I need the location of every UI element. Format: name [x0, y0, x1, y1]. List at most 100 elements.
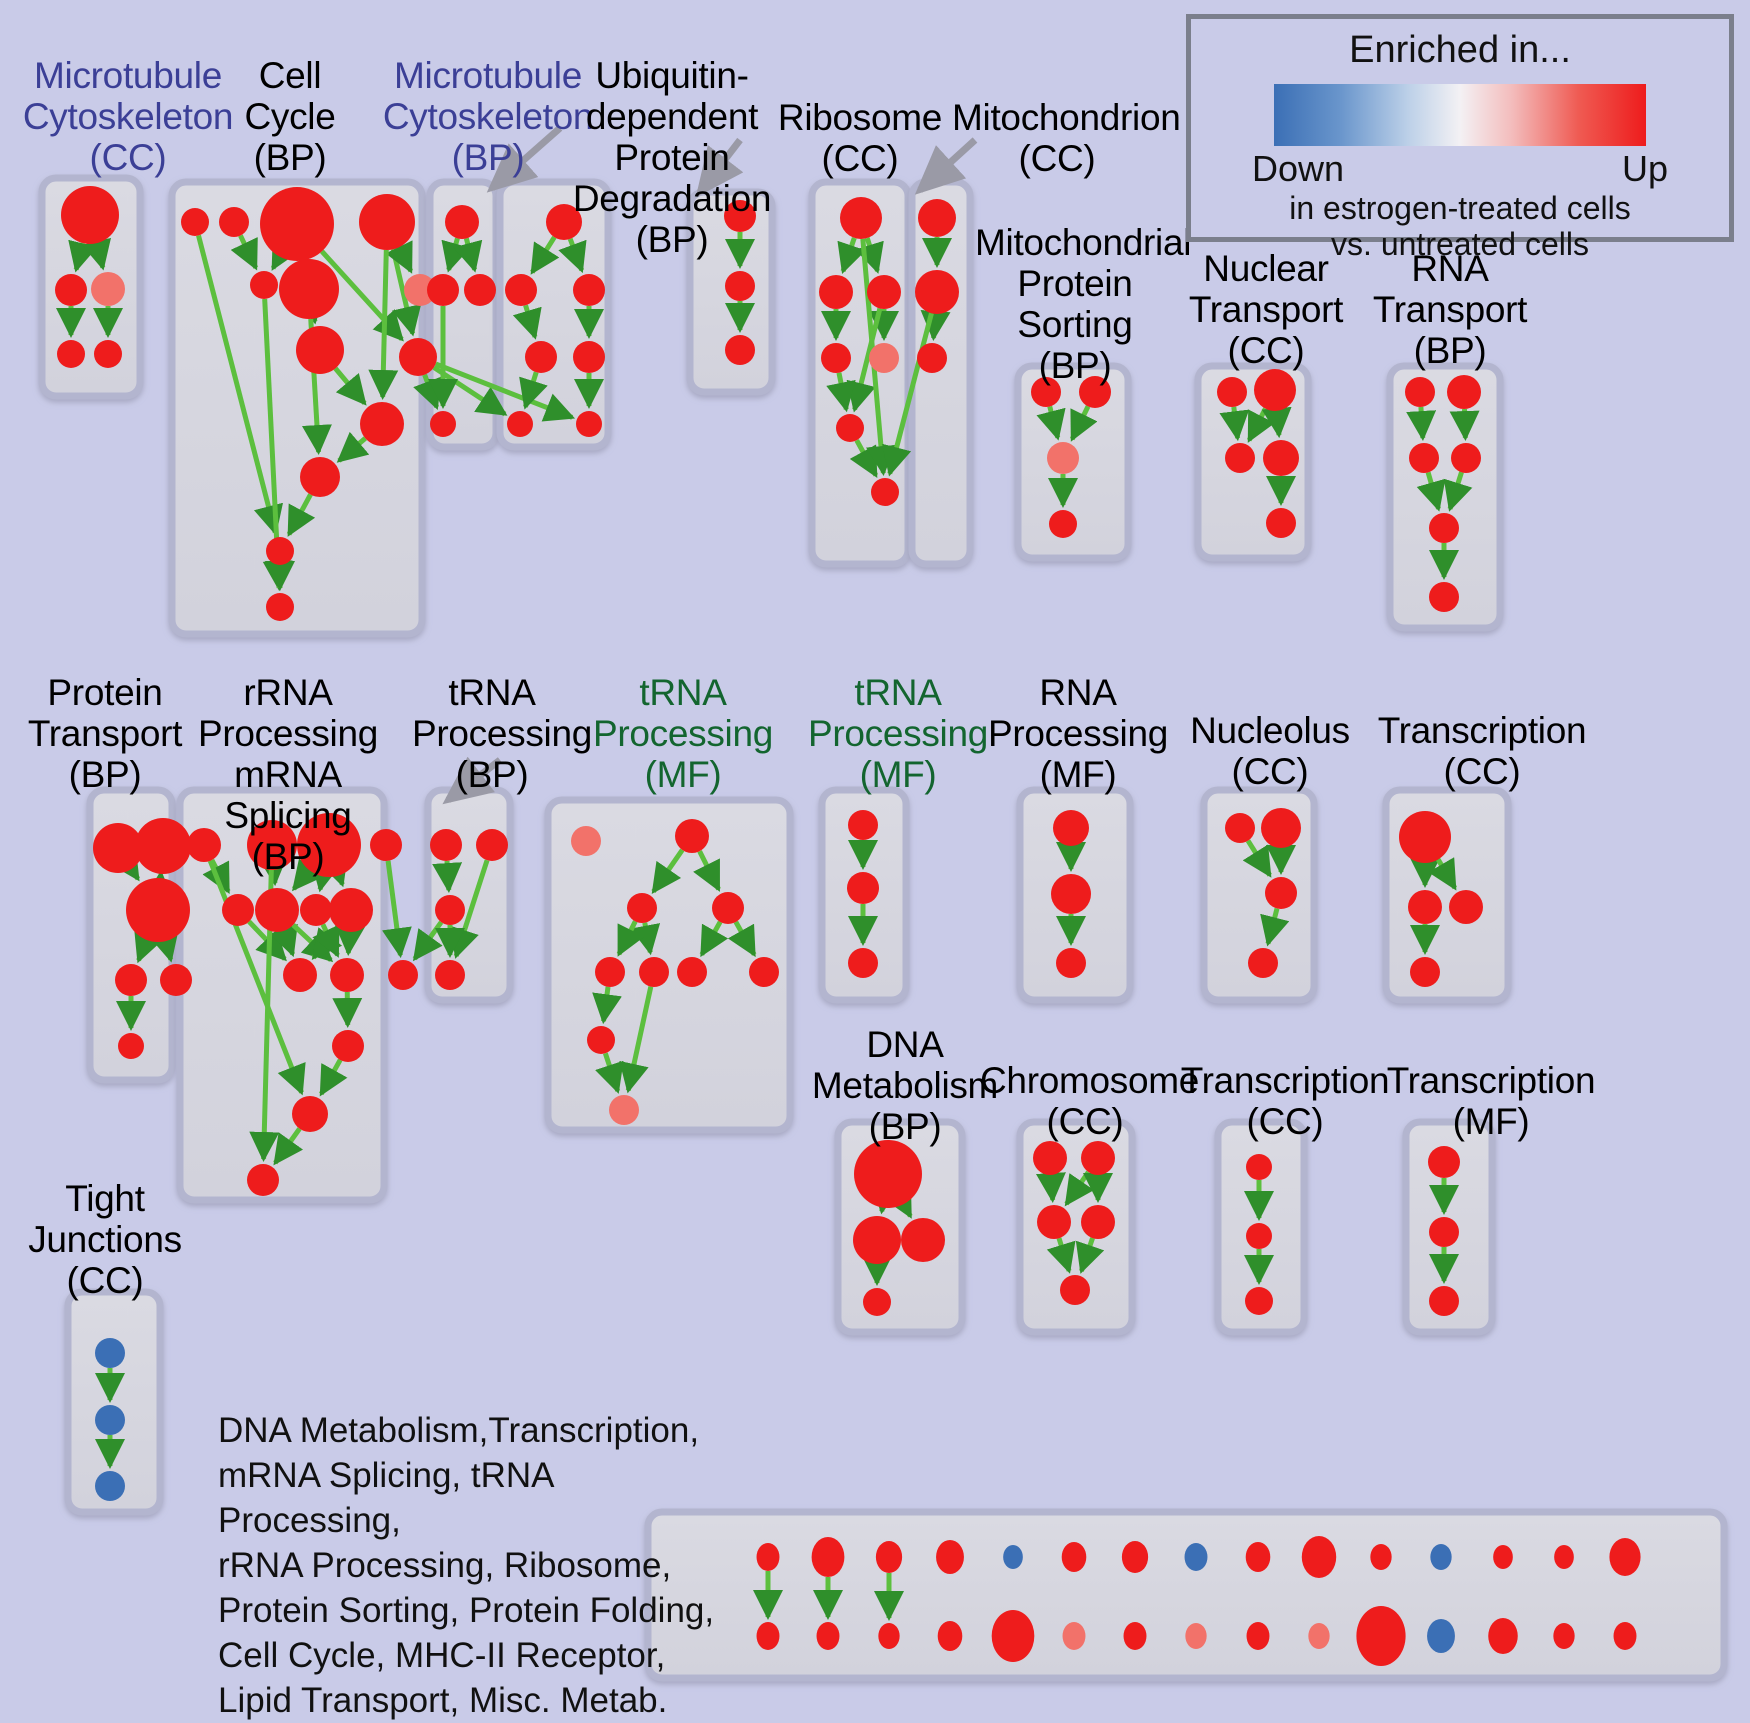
misc-node-top-13[interactable]	[1554, 1545, 1574, 1569]
gene-set-node[interactable]	[507, 411, 533, 437]
gene-set-node[interactable]	[836, 414, 864, 442]
gene-set-node[interactable]	[94, 340, 122, 368]
misc-node-bottom-4[interactable]	[992, 1610, 1035, 1662]
gene-set-node[interactable]	[1051, 874, 1091, 914]
gene-set-node[interactable]	[1246, 1223, 1272, 1249]
gene-set-node[interactable]	[55, 274, 87, 306]
gene-set-node[interactable]	[1217, 377, 1247, 407]
gene-set-node[interactable]	[300, 894, 332, 926]
gene-set-node[interactable]	[1053, 810, 1089, 846]
gene-set-node[interactable]	[595, 957, 625, 987]
gene-set-node[interactable]	[725, 271, 755, 301]
gene-set-node[interactable]	[505, 274, 537, 306]
gene-set-node[interactable]	[1399, 811, 1451, 863]
gene-set-node[interactable]	[587, 1026, 615, 1054]
gene-set-node[interactable]	[247, 1164, 279, 1196]
gene-set-node[interactable]	[725, 335, 755, 365]
gene-set-node[interactable]	[283, 958, 317, 992]
gene-set-node[interactable]	[219, 207, 249, 237]
gene-set-node[interactable]	[869, 343, 899, 373]
gene-set-node[interactable]	[871, 478, 899, 506]
gene-set-node[interactable]	[430, 411, 456, 437]
gene-set-node[interactable]	[639, 957, 669, 987]
gene-set-node[interactable]	[222, 894, 254, 926]
gene-set-node[interactable]	[1245, 1287, 1273, 1315]
gene-set-node[interactable]	[1408, 890, 1442, 924]
gene-set-node[interactable]	[1056, 948, 1086, 978]
misc-node-bottom-10[interactable]	[1356, 1606, 1405, 1666]
misc-node-bottom-7[interactable]	[1185, 1623, 1206, 1649]
gene-set-node[interactable]	[399, 338, 437, 376]
gene-set-node[interactable]	[847, 872, 879, 904]
gene-set-node[interactable]	[330, 958, 364, 992]
gene-set-node[interactable]	[292, 1096, 328, 1132]
gene-set-node[interactable]	[821, 343, 851, 373]
gene-set-node[interactable]	[427, 274, 459, 306]
gene-set-node[interactable]	[819, 275, 853, 309]
cluster-box-misc-combined[interactable]	[648, 1512, 1724, 1678]
gene-set-node[interactable]	[181, 208, 209, 236]
gene-set-node[interactable]	[1037, 1205, 1071, 1239]
gene-set-node[interactable]	[1429, 513, 1459, 543]
gene-set-node[interactable]	[1225, 813, 1255, 843]
gene-set-node[interactable]	[1049, 510, 1077, 538]
misc-node-top-2[interactable]	[876, 1541, 902, 1573]
gene-set-node[interactable]	[848, 810, 878, 840]
misc-node-bottom-12[interactable]	[1488, 1618, 1518, 1654]
gene-set-node[interactable]	[296, 326, 344, 374]
misc-node-bottom-14[interactable]	[1614, 1622, 1637, 1650]
gene-set-node[interactable]	[388, 960, 418, 990]
misc-node-top-10[interactable]	[1370, 1544, 1391, 1570]
gene-set-node[interactable]	[1060, 1275, 1090, 1305]
misc-node-top-6[interactable]	[1122, 1541, 1148, 1573]
gene-set-node[interactable]	[525, 341, 557, 373]
gene-set-node[interactable]	[853, 1216, 901, 1264]
misc-node-top-1[interactable]	[812, 1537, 845, 1577]
gene-set-node[interactable]	[1246, 1154, 1272, 1180]
gene-set-node[interactable]	[255, 888, 299, 932]
gene-set-node[interactable]	[840, 197, 882, 239]
gene-set-node[interactable]	[573, 274, 605, 306]
gene-set-node[interactable]	[91, 272, 125, 306]
gene-set-node[interactable]	[1254, 369, 1296, 411]
misc-node-top-0[interactable]	[757, 1543, 780, 1571]
gene-set-node[interactable]	[1263, 440, 1299, 476]
misc-node-top-9[interactable]	[1302, 1536, 1336, 1578]
misc-node-bottom-3[interactable]	[938, 1621, 963, 1651]
gene-set-node[interactable]	[1047, 442, 1079, 474]
gene-set-node[interactable]	[854, 1140, 922, 1208]
gene-set-node[interactable]	[1081, 1141, 1115, 1175]
misc-node-bottom-13[interactable]	[1553, 1623, 1574, 1649]
gene-set-node[interactable]	[95, 1405, 125, 1435]
gene-set-node[interactable]	[863, 1288, 891, 1316]
gene-set-node[interactable]	[576, 411, 602, 437]
gene-set-node[interactable]	[918, 199, 956, 237]
gene-set-node[interactable]	[1409, 443, 1439, 473]
misc-node-top-7[interactable]	[1185, 1543, 1208, 1571]
gene-set-node[interactable]	[118, 1033, 144, 1059]
gene-set-node[interactable]	[126, 878, 190, 942]
gene-set-node[interactable]	[360, 402, 404, 446]
cluster-box-ribosome-cc[interactable]	[812, 182, 908, 564]
gene-set-node[interactable]	[279, 259, 339, 319]
gene-set-node[interactable]	[329, 888, 373, 932]
gene-set-node[interactable]	[712, 892, 744, 924]
gene-set-node[interactable]	[677, 957, 707, 987]
gene-set-node[interactable]	[430, 829, 462, 861]
gene-set-node[interactable]	[915, 270, 959, 314]
gene-set-node[interactable]	[571, 826, 601, 856]
gene-set-node[interactable]	[95, 1471, 125, 1501]
misc-node-bottom-8[interactable]	[1247, 1622, 1270, 1650]
gene-set-node[interactable]	[1429, 1217, 1459, 1247]
gene-set-node[interactable]	[445, 205, 479, 239]
misc-node-bottom-6[interactable]	[1124, 1622, 1147, 1650]
gene-set-node[interactable]	[573, 341, 605, 373]
gene-set-node[interactable]	[435, 895, 465, 925]
misc-node-top-4[interactable]	[1003, 1545, 1023, 1569]
gene-set-node[interactable]	[1033, 1141, 1067, 1175]
gene-set-node[interactable]	[300, 457, 340, 497]
gene-set-node[interactable]	[359, 194, 415, 250]
gene-set-node[interactable]	[1447, 375, 1481, 409]
misc-node-bottom-0[interactable]	[757, 1622, 780, 1650]
gene-set-node[interactable]	[1266, 508, 1296, 538]
